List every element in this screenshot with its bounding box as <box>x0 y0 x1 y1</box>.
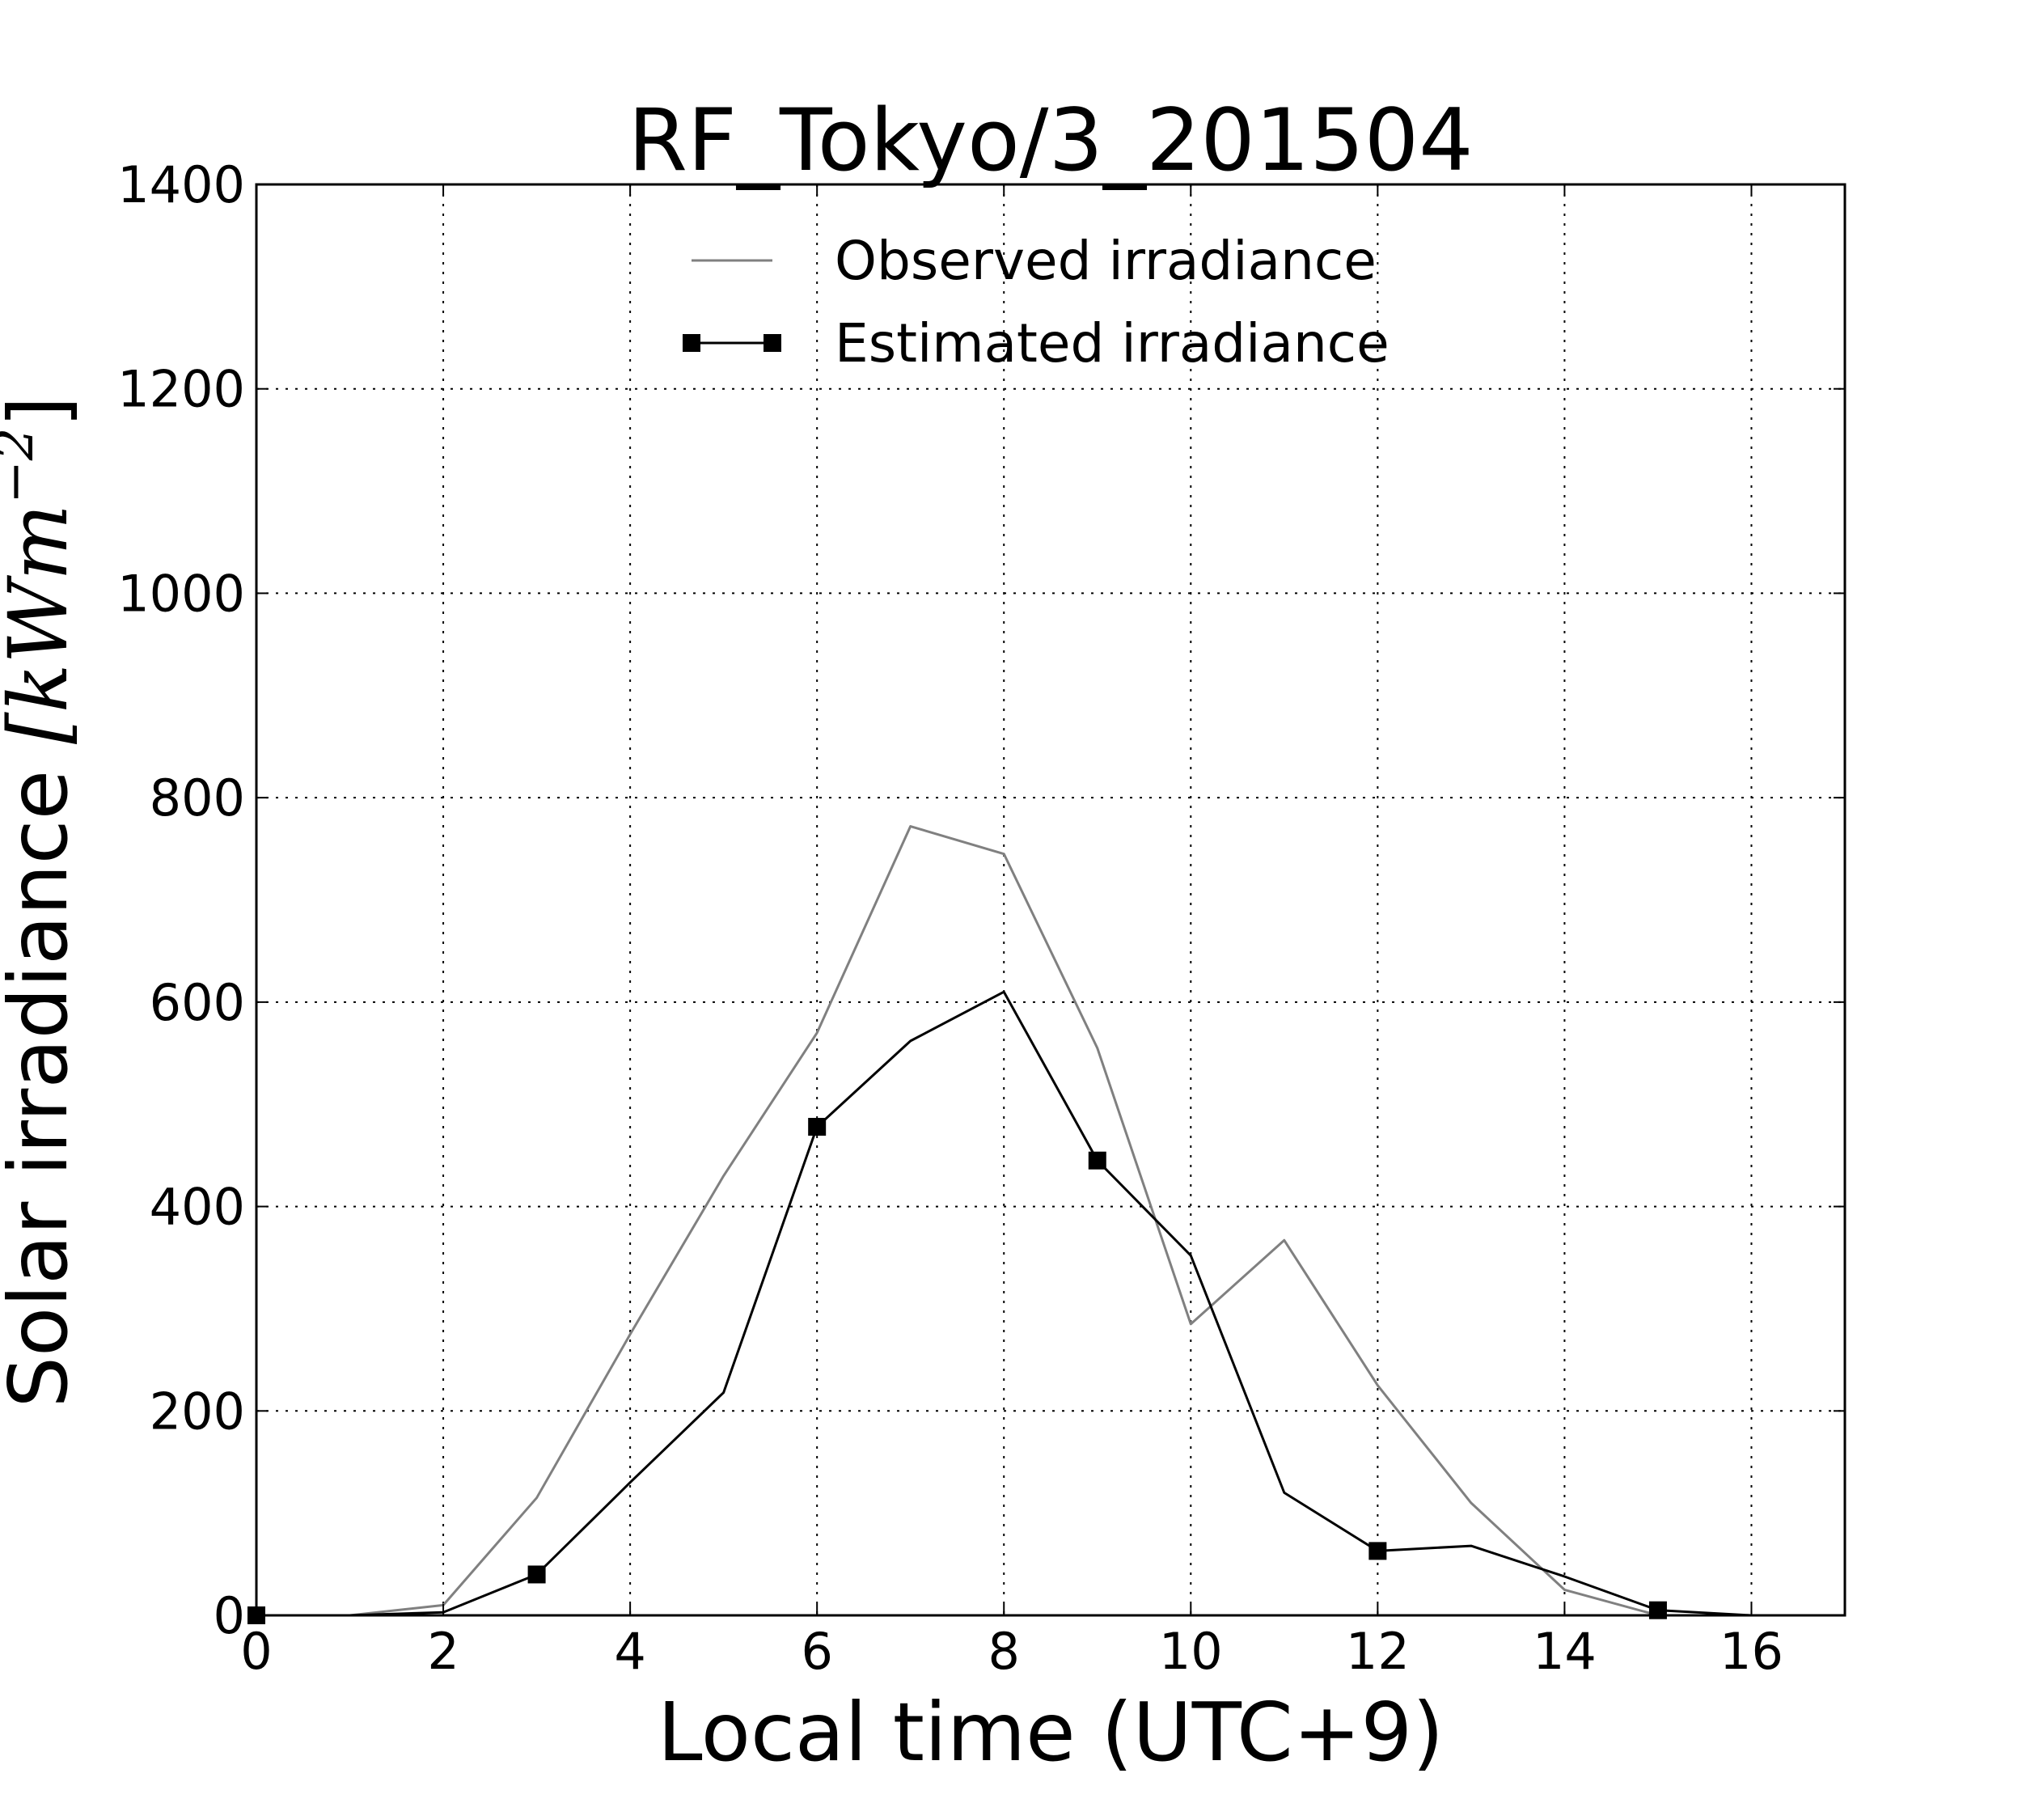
x-tick-label: 14 <box>1533 1622 1597 1681</box>
y-tick-label: 200 <box>150 1382 245 1441</box>
x-tick-label: 12 <box>1346 1622 1410 1681</box>
y-tick-label: 1000 <box>117 564 245 623</box>
y-axis-label-text: Solar irradiance <box>0 744 86 1407</box>
series-line-observed <box>256 825 1845 1617</box>
x-tick-label: 0 <box>240 1622 272 1681</box>
y-tick-label: 1400 <box>117 155 245 214</box>
y-axis-label-close: ] <box>0 396 86 428</box>
legend-observed-label: Observed irradiance <box>835 230 1377 292</box>
y-axis-label-unit: [kWm <box>0 504 86 744</box>
plot-frame <box>255 183 1846 1617</box>
y-tick-label: 600 <box>150 973 245 1032</box>
y-axis-label-exponent: −2 <box>0 428 45 504</box>
x-tick-label: 16 <box>1720 1622 1783 1681</box>
series-marker-estimated <box>1088 1151 1106 1170</box>
y-tick-label: 1200 <box>117 360 245 419</box>
legend-estimated-label: Estimated irradiance <box>835 312 1390 375</box>
legend: Observed irradiance Estimated irradiance <box>683 230 1390 375</box>
series-marker-estimated <box>527 1565 546 1584</box>
y-tick-label: 800 <box>150 768 245 827</box>
tick-labels: 0 2 4 6 8 10 12 14 16 0 200 400 600 800 1000 1200 1400 <box>117 155 1845 1681</box>
x-tick-label: 2 <box>427 1622 459 1681</box>
y-tick-label: 0 <box>214 1586 245 1645</box>
legend-estimated-marker-right <box>764 334 781 352</box>
x-axis-label: Local time (UTC+9) <box>658 1685 1444 1780</box>
x-tick-label: 4 <box>614 1622 645 1681</box>
x-tick-label: 6 <box>801 1622 832 1681</box>
x-tick-label: 10 <box>1159 1622 1223 1681</box>
chart-title: RF_Tokyo/3_201504 <box>628 91 1473 190</box>
series-marker-estimated <box>1368 1542 1387 1560</box>
legend-estimated-marker-left <box>683 334 700 352</box>
series-marker-estimated <box>808 1118 827 1136</box>
y-axis-label: Solar irradiance [kWm−2] <box>0 396 86 1408</box>
x-tick-label: 8 <box>988 1622 1020 1681</box>
y-tick-label: 400 <box>150 1178 245 1237</box>
series-line-estimated <box>256 990 1845 1617</box>
